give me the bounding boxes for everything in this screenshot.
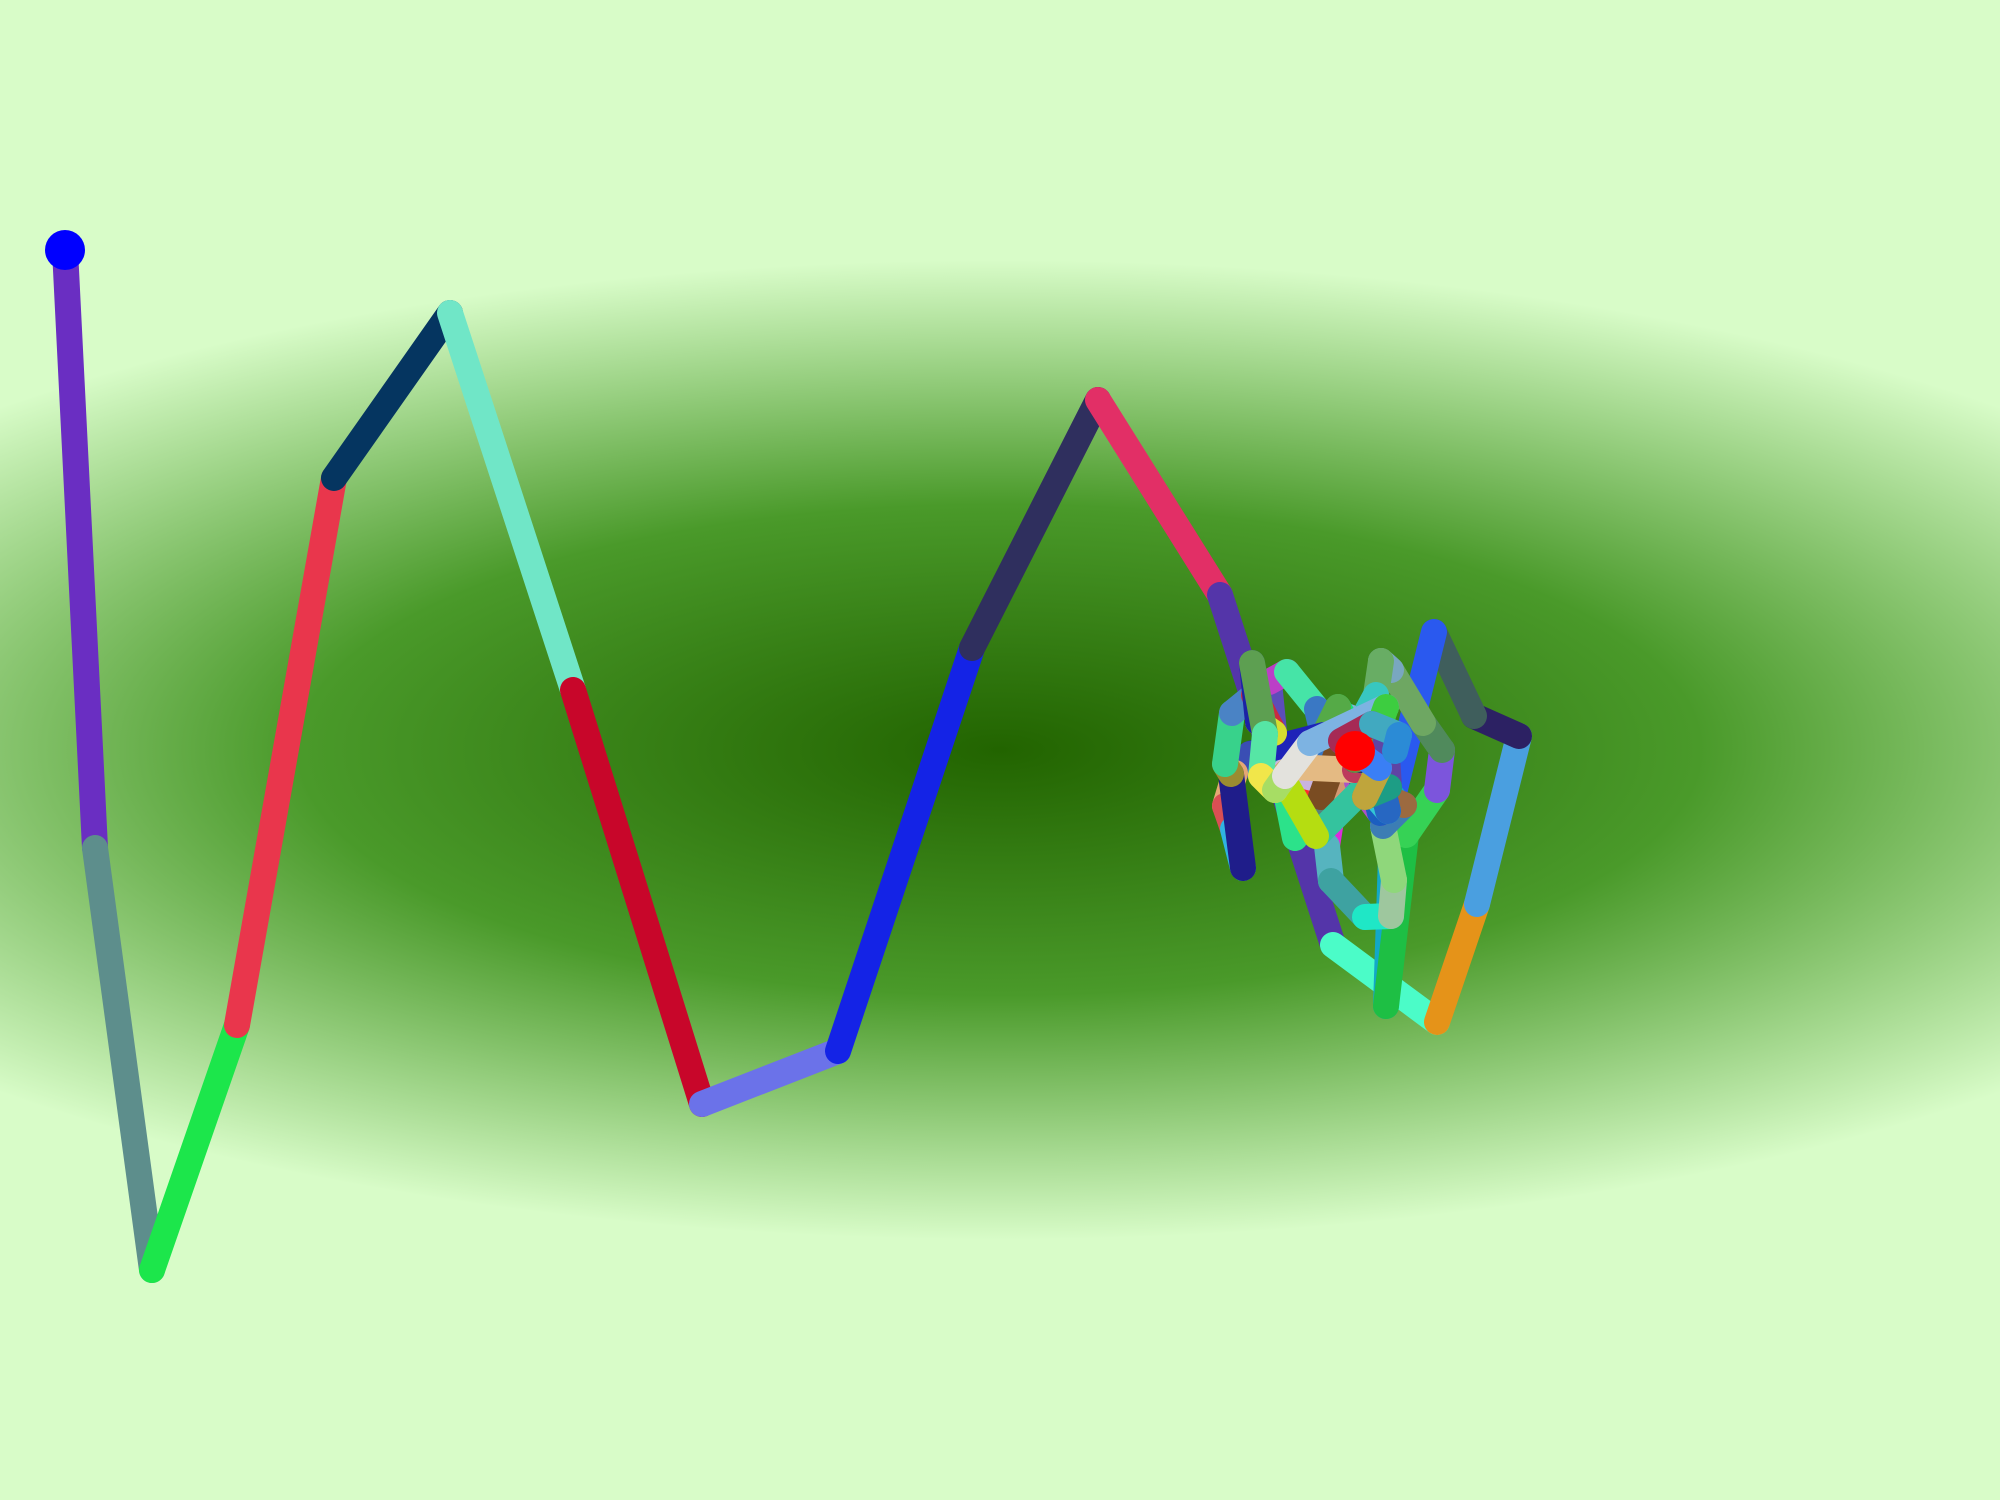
path-segment: [437, 300, 586, 703]
path-segment: [959, 387, 1111, 661]
end-marker: [1335, 731, 1375, 771]
path-segment: [52, 237, 108, 861]
path-segment: [321, 300, 463, 491]
path-segment: [1464, 723, 1532, 917]
path-segment: [1424, 891, 1490, 1035]
trajectory-path: [52, 237, 1532, 1283]
path-segment: [1085, 387, 1233, 608]
path-segment: [825, 635, 985, 1064]
path-segment: [82, 835, 165, 1283]
path-segment: [139, 1012, 250, 1283]
start-marker: [45, 230, 85, 270]
path-segment: [689, 1038, 851, 1117]
path-segment: [224, 465, 347, 1038]
path-segment: [560, 677, 715, 1117]
path-segment: [1382, 722, 1412, 764]
path-segment: [1218, 761, 1256, 881]
